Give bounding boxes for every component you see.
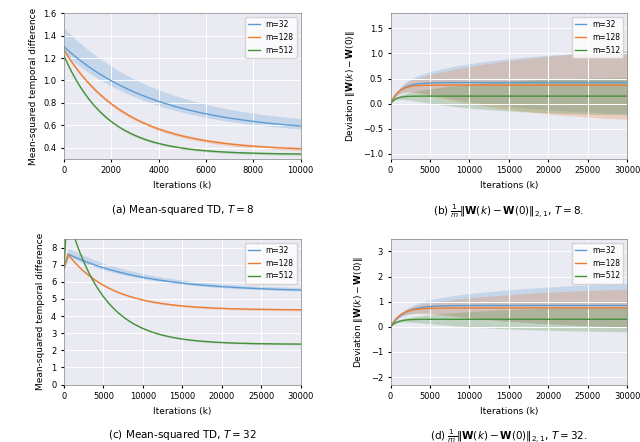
- Y-axis label: Deviation $\|\mathbf{W}(k)-\mathbf{W}(0)\|$: Deviation $\|\mathbf{W}(k)-\mathbf{W}(0)…: [352, 256, 365, 368]
- Text: (d) $\frac{1}{m}\|\mathbf{W}(k) - \mathbf{W}(0)\|_{2,1}$, $T = 32$.: (d) $\frac{1}{m}\|\mathbf{W}(k) - \mathb…: [430, 428, 588, 442]
- X-axis label: Iterations (k): Iterations (k): [480, 407, 538, 416]
- Legend: m=32, m=128, m=512: m=32, m=128, m=512: [572, 17, 623, 58]
- X-axis label: Iterations (k): Iterations (k): [480, 181, 538, 190]
- Text: (c) Mean-squared TD, $T = 32$: (c) Mean-squared TD, $T = 32$: [108, 428, 257, 442]
- Text: (b) $\frac{1}{m}\|\mathbf{W}(k) - \mathbf{W}(0)\|_{2,1}$, $T = 8$.: (b) $\frac{1}{m}\|\mathbf{W}(k) - \mathb…: [433, 202, 584, 220]
- X-axis label: Iterations (k): Iterations (k): [153, 181, 211, 190]
- Legend: m=32, m=128, m=512: m=32, m=128, m=512: [572, 243, 623, 283]
- Legend: m=32, m=128, m=512: m=32, m=128, m=512: [245, 243, 297, 283]
- X-axis label: Iterations (k): Iterations (k): [153, 407, 211, 416]
- Legend: m=32, m=128, m=512: m=32, m=128, m=512: [245, 17, 297, 58]
- Text: (a) Mean-squared TD, $T = 8$: (a) Mean-squared TD, $T = 8$: [111, 202, 254, 217]
- Y-axis label: Mean-squared temporal difference: Mean-squared temporal difference: [29, 8, 38, 165]
- Y-axis label: Mean-squared temporal difference: Mean-squared temporal difference: [36, 233, 45, 390]
- Y-axis label: Deviation $\|\mathbf{W}(k)-\mathbf{W}(0)\|$: Deviation $\|\mathbf{W}(k)-\mathbf{W}(0)…: [344, 30, 357, 142]
